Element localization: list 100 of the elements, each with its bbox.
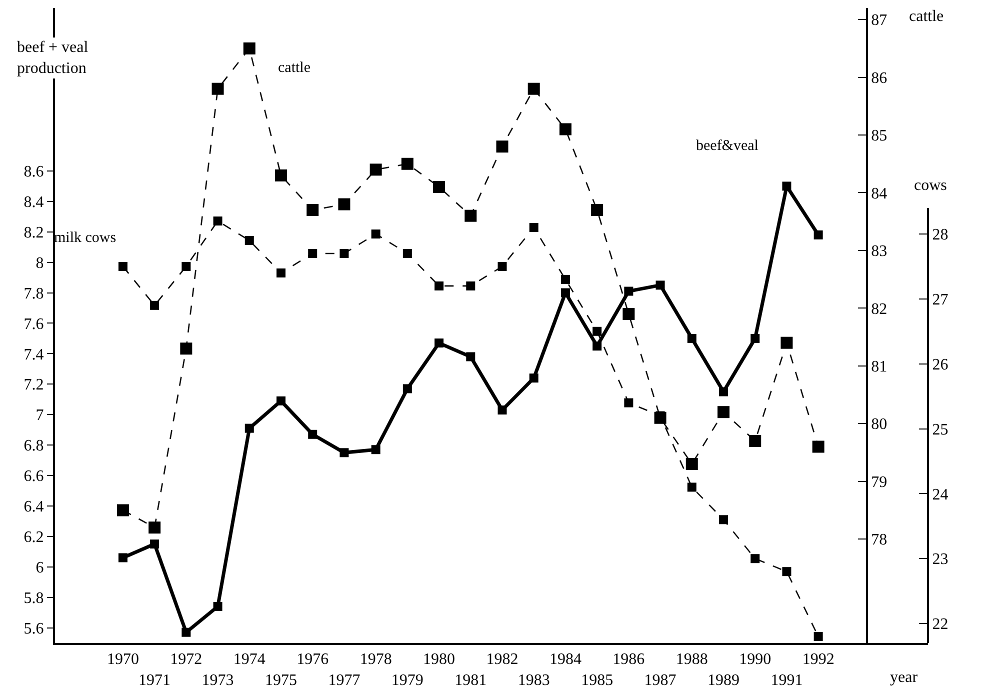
y-tick-label: 8 [36, 254, 44, 272]
point [213, 216, 222, 226]
y-tick-label: 8.2 [24, 224, 44, 242]
point [243, 42, 256, 54]
y-tick-label: 5.6 [24, 620, 44, 638]
x-tick-label: 1987 [644, 672, 676, 689]
x-tick-label: 1976 [296, 651, 329, 668]
point [116, 504, 129, 516]
point [719, 387, 728, 396]
y2-tick-label: 84 [871, 185, 888, 202]
point [118, 553, 128, 562]
point [306, 204, 319, 216]
y-tick-label: 7.6 [24, 316, 44, 333]
point [340, 448, 349, 458]
y3-axis-title: cows [914, 177, 947, 194]
point [559, 123, 572, 136]
point [118, 262, 128, 271]
x-tick-label: 1990 [739, 651, 772, 668]
point [370, 164, 382, 176]
x-tick-label: 1988 [676, 651, 708, 668]
point [182, 628, 191, 637]
y-tick-label: 5.8 [24, 590, 44, 607]
point [560, 288, 570, 298]
point [719, 515, 728, 524]
point [464, 210, 477, 222]
point [814, 632, 823, 642]
point [750, 334, 760, 343]
point [656, 280, 665, 290]
point [213, 602, 222, 611]
point [687, 334, 696, 343]
y-tick-label: 6 [36, 559, 44, 576]
x-tick-label: 1972 [170, 651, 202, 668]
point [624, 398, 634, 408]
x-tick-label: 1989 [708, 672, 740, 689]
point [592, 326, 602, 336]
x-tick-label: 1970 [106, 651, 139, 668]
x-tick-label: 1991 [770, 672, 803, 689]
point [749, 434, 762, 447]
x-tick-label: 1979 [391, 672, 424, 689]
x-axis-title: year [890, 669, 918, 686]
y3-tick-label: 24 [932, 486, 948, 504]
point [182, 262, 191, 271]
point [433, 180, 446, 193]
point [340, 248, 349, 258]
point [338, 198, 350, 210]
x-tick-label: 1984 [549, 651, 582, 668]
point [529, 374, 538, 383]
point [592, 342, 602, 351]
text: beef&veal [696, 138, 758, 154]
point [150, 540, 160, 549]
y2-tick-label: 83 [871, 243, 888, 260]
x-tick-label: 1973 [202, 672, 234, 689]
y-tick-label: 6.6 [24, 468, 44, 486]
point [622, 308, 635, 320]
point [308, 248, 318, 258]
y-tick-label: 7.8 [24, 285, 44, 302]
point [148, 522, 161, 534]
point [560, 274, 570, 284]
point [244, 424, 254, 433]
y2-tick-label: 82 [871, 300, 888, 318]
x-tick-label: 1981 [454, 672, 487, 689]
y-tick-label: 7 [36, 407, 44, 424]
x-tick-label: 1983 [518, 672, 550, 689]
y-axis-title: beef + veal production [17, 39, 89, 77]
point [180, 342, 192, 355]
point [498, 262, 507, 271]
point [274, 169, 287, 182]
y-tick-label: 7.4 [24, 346, 44, 364]
y3-tick-label: 25 [932, 421, 948, 438]
point [434, 281, 444, 290]
point [529, 223, 538, 232]
point [528, 82, 540, 95]
point [750, 554, 760, 564]
point [812, 440, 824, 453]
point [402, 384, 412, 394]
point [686, 458, 698, 470]
y3-tick-label: 27 [932, 292, 948, 309]
y-tick-label: 6.4 [24, 498, 44, 516]
y2-tick-label: 78 [871, 532, 888, 549]
point [687, 482, 696, 492]
point [782, 567, 792, 576]
point [466, 281, 476, 290]
point [402, 248, 412, 258]
y-tick-label: 6.8 [24, 438, 44, 455]
point [276, 268, 286, 278]
point [371, 445, 380, 454]
y-tick-label: 8.4 [24, 194, 44, 211]
y2-tick-label: 80 [871, 416, 888, 434]
x-tick-label: 1992 [802, 651, 834, 668]
x-tick-label: 1986 [612, 651, 645, 668]
y2-axis-title: cattle [909, 8, 944, 25]
point [371, 229, 380, 238]
x-tick-label: 1985 [581, 672, 614, 689]
x-tick-label: 1978 [360, 651, 392, 668]
x-tick-label: 1971 [138, 672, 171, 689]
y-tick-label: 8.6 [24, 164, 44, 181]
point [276, 396, 286, 406]
point [814, 230, 823, 240]
x-tick-label: 1982 [486, 651, 518, 668]
x-tick-label: 1975 [264, 672, 297, 689]
